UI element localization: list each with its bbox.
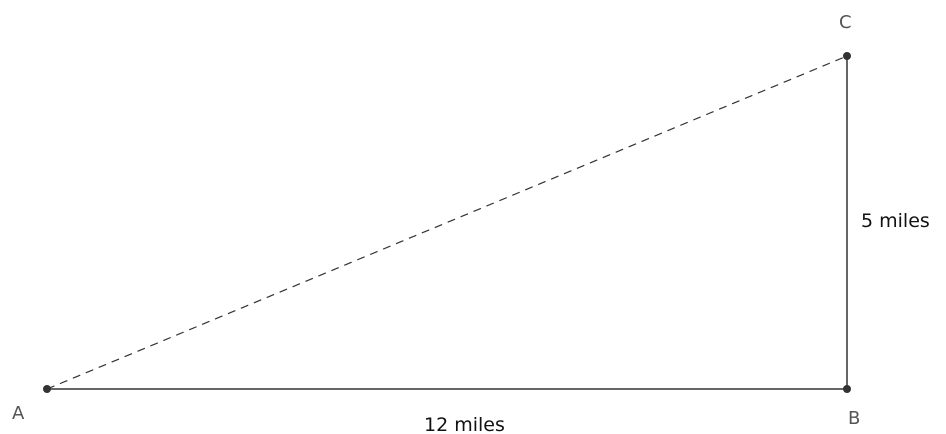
segment-bc-length-label: 5 miles — [861, 210, 930, 232]
point-b-label: B — [848, 408, 860, 429]
point-b — [843, 385, 851, 393]
point-a — [43, 385, 51, 393]
point-c — [843, 52, 851, 60]
point-c-label: C — [839, 12, 852, 33]
segment-ac — [46, 55, 848, 390]
segment-ab-length-label: 12 miles — [424, 414, 505, 434]
point-a-label: A — [12, 403, 25, 424]
